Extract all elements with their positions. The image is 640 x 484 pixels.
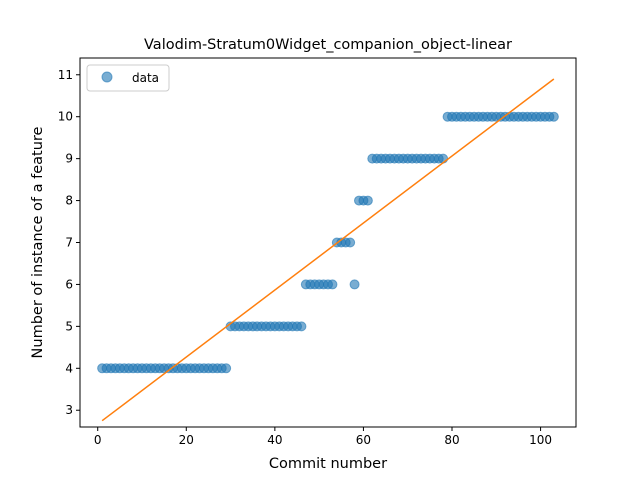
x-tick-label: 40 xyxy=(267,433,282,447)
y-tick-label: 11 xyxy=(58,68,73,82)
y-axis-label: Number of instance of a feature xyxy=(30,126,46,358)
y-tick-label: 5 xyxy=(65,319,73,333)
legend-label: data xyxy=(132,71,159,85)
x-tick-label: 20 xyxy=(179,433,194,447)
y-tick-label: 8 xyxy=(65,194,73,208)
legend-box xyxy=(86,64,170,92)
x-axis-ticks: 0 20 40 60 80 100 xyxy=(94,427,552,447)
y-tick-label: 3 xyxy=(65,403,73,417)
y-axis-ticks: 3 4 5 6 7 8 9 10 11 xyxy=(58,68,80,417)
data-point xyxy=(362,195,373,206)
data-point xyxy=(345,237,356,248)
y-tick-label: 10 xyxy=(58,110,73,124)
data-point xyxy=(548,111,559,122)
data-point xyxy=(327,279,338,290)
plot-area xyxy=(97,78,559,422)
y-tick-label: 6 xyxy=(65,277,73,291)
data-point xyxy=(221,363,232,374)
y-tick-label: 9 xyxy=(65,152,73,166)
axes-frame xyxy=(79,57,577,428)
trend-line xyxy=(101,78,555,422)
x-tick-label: 100 xyxy=(529,433,552,447)
legend-marker xyxy=(101,71,113,83)
data-point xyxy=(296,321,307,332)
y-tick-label: 7 xyxy=(65,236,73,250)
x-tick-label: 0 xyxy=(94,433,102,447)
data-point xyxy=(349,279,360,290)
legend: data xyxy=(86,64,170,92)
x-axis-label: Commit number xyxy=(269,456,387,472)
y-tick-label: 4 xyxy=(65,361,73,375)
chart-title: Valodim-Stratum0Widget_companion_object-… xyxy=(144,37,512,53)
x-tick-label: 80 xyxy=(444,433,459,447)
x-tick-label: 60 xyxy=(356,433,371,447)
